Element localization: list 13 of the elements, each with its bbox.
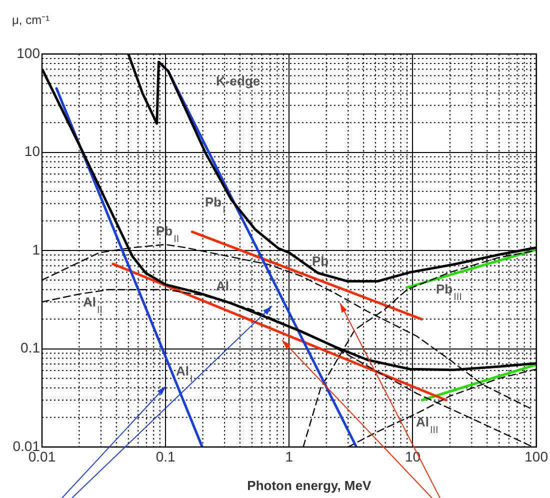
series-label: Al (216, 278, 229, 294)
y-tick-label: 10 (24, 143, 40, 160)
y-axis-title: μ, cm⁻¹ (12, 13, 50, 27)
y-tick-label: 100 (16, 44, 40, 61)
x-tick-label: 10 (404, 448, 421, 464)
x-tick-label: 1 (285, 448, 294, 464)
y-tick-label: 0.1 (20, 340, 40, 356)
x-axis-title: Photon energy, MeV (247, 478, 372, 493)
annotation: K-edge (216, 74, 260, 89)
x-tick-label: 100 (524, 448, 548, 464)
x-tick-label: 0.1 (156, 448, 176, 464)
y-tick-label: 1 (32, 241, 40, 258)
series-label: Pb (312, 254, 329, 269)
